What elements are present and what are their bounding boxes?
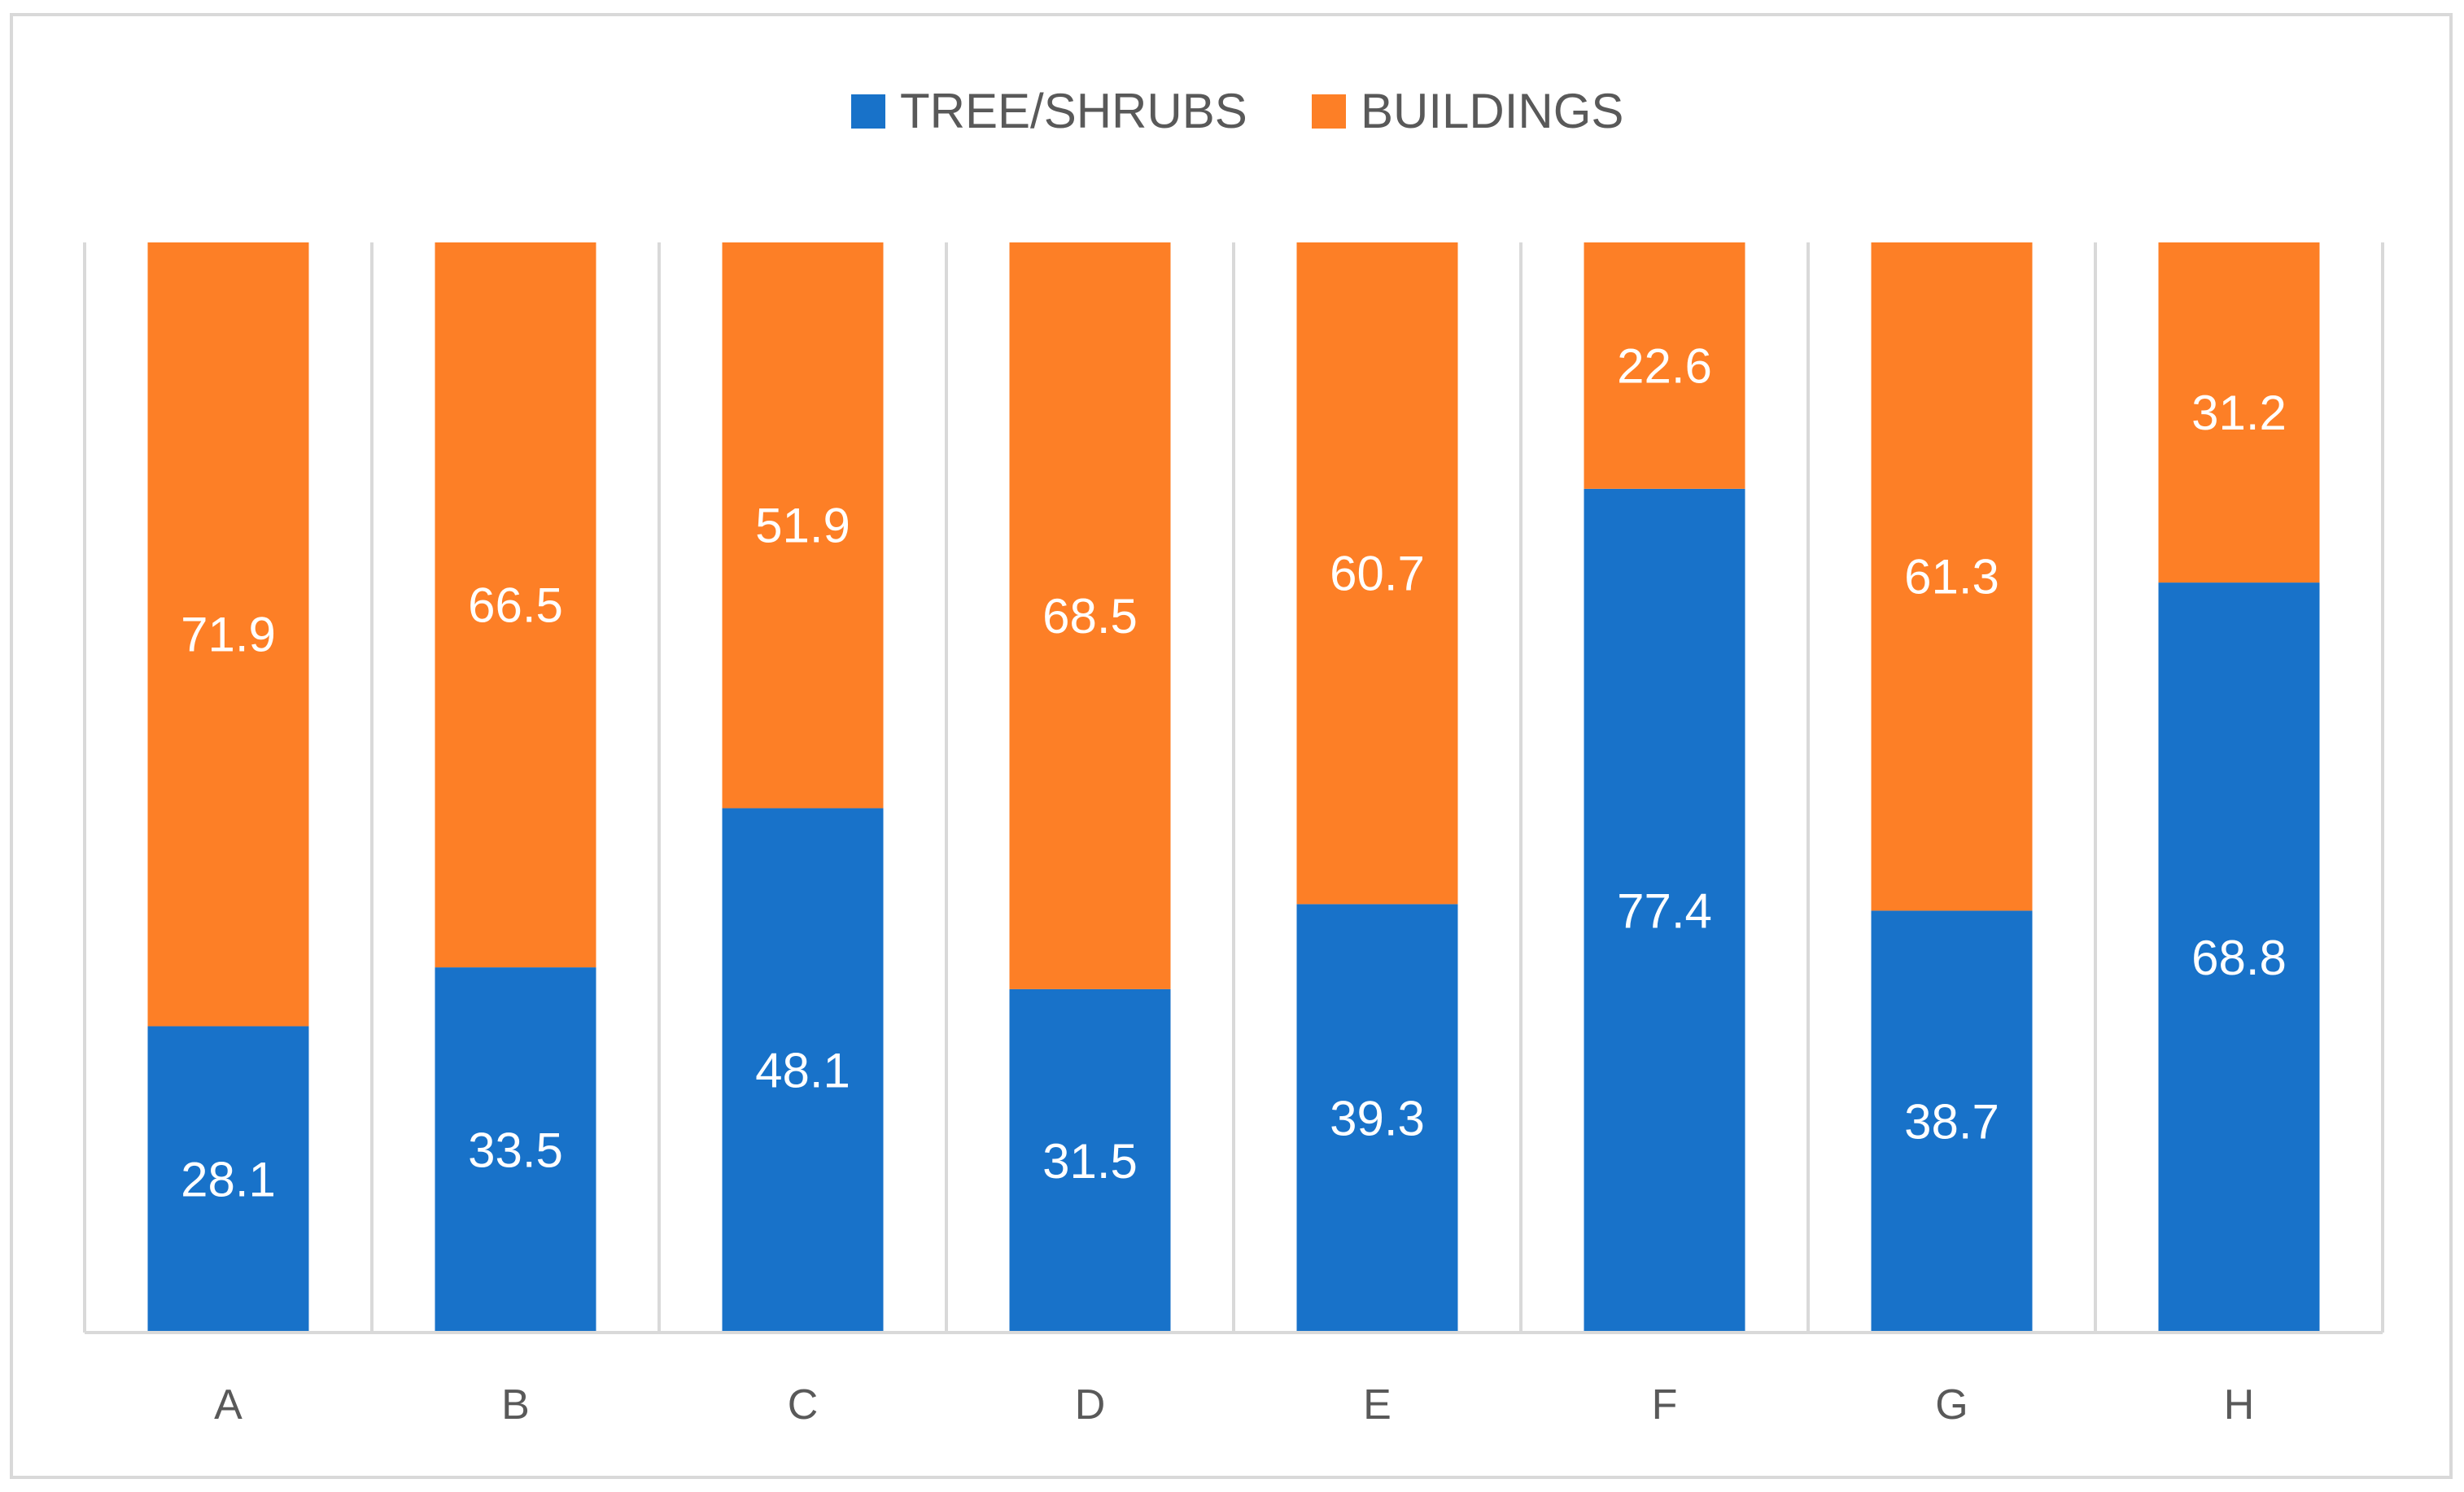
bar-buildings-g bbox=[1871, 242, 2033, 911]
x-tick-label: H bbox=[2224, 1381, 2255, 1429]
data-label: 61.3 bbox=[1904, 550, 1999, 604]
bar-tree-shrubs-c bbox=[722, 808, 884, 1333]
bar-tree-shrubs-d bbox=[1009, 988, 1171, 1333]
bar-tree-shrubs-a bbox=[147, 1026, 309, 1333]
data-labels: 28.1 71.9 33.5 66.5 48.1 51.9 31.5 68.5 39.3 60.7… bbox=[181, 338, 2287, 1206]
data-label: 33.5 bbox=[468, 1123, 563, 1178]
data-label: 68.5 bbox=[1042, 589, 1138, 643]
data-label: 38.7 bbox=[1904, 1095, 1999, 1150]
data-label: 39.3 bbox=[1330, 1092, 1425, 1146]
bar-tree-shrubs-g bbox=[1871, 910, 2033, 1333]
data-label: 71.9 bbox=[181, 608, 276, 662]
x-tick-label: A bbox=[214, 1381, 242, 1429]
x-tick-label: B bbox=[501, 1381, 530, 1429]
bar-tree-shrubs-e bbox=[1296, 904, 1458, 1333]
bar-buildings-h bbox=[2158, 242, 2320, 583]
bar-buildings-e bbox=[1296, 242, 1458, 905]
bar-tree-shrubs-b bbox=[435, 967, 596, 1333]
x-tick-label: D bbox=[1075, 1381, 1106, 1429]
data-label: 60.7 bbox=[1330, 547, 1425, 601]
bar-buildings-a bbox=[147, 242, 309, 1027]
category-gridlines bbox=[83, 242, 2384, 1333]
legend-swatch bbox=[1312, 94, 1346, 129]
bar-buildings-b bbox=[435, 242, 596, 968]
data-label: 31.5 bbox=[1042, 1134, 1138, 1189]
bar-tree-shrubs-h bbox=[2158, 582, 2320, 1333]
x-tick-label: G bbox=[1935, 1381, 1968, 1429]
x-tick-label: C bbox=[788, 1381, 819, 1429]
data-label: 22.6 bbox=[1617, 338, 1712, 393]
chart-frame bbox=[10, 13, 2453, 1479]
x-axis: A B C D E F G H bbox=[85, 1331, 2383, 1429]
data-label: 48.1 bbox=[755, 1044, 850, 1098]
x-tick-label: E bbox=[1363, 1381, 1391, 1429]
legend-label: TREE/SHRUBS bbox=[900, 84, 1247, 138]
bar-buildings-f bbox=[1584, 242, 1745, 489]
legend-swatch bbox=[851, 94, 885, 129]
data-label: 66.5 bbox=[468, 578, 563, 633]
bar-buildings-d bbox=[1009, 242, 1171, 989]
data-label: 68.8 bbox=[2191, 931, 2287, 985]
bar-buildings-c bbox=[722, 242, 884, 809]
legend: TREE/SHRUBS BUILDINGS bbox=[851, 84, 1623, 138]
data-label: 51.9 bbox=[755, 499, 850, 553]
data-label: 31.2 bbox=[2191, 386, 2287, 440]
legend-label: BUILDINGS bbox=[1361, 84, 1623, 138]
data-label: 77.4 bbox=[1617, 883, 1712, 938]
x-tick-label: F bbox=[1652, 1381, 1678, 1429]
bars bbox=[147, 242, 2320, 1333]
data-label: 28.1 bbox=[181, 1153, 276, 1207]
bar-tree-shrubs-f bbox=[1584, 488, 1745, 1333]
